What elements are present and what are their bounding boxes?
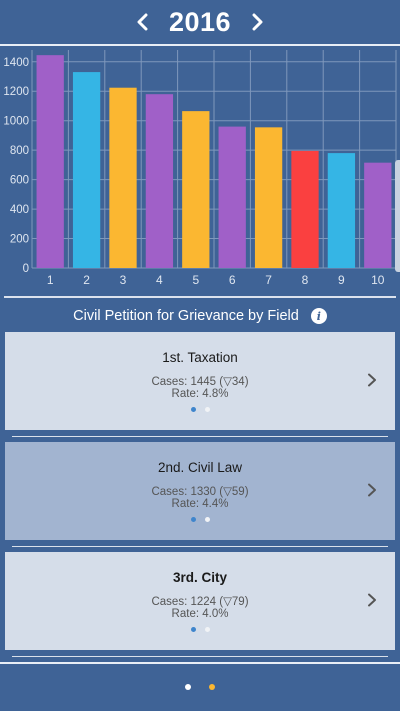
page-dot-active[interactable]	[190, 517, 196, 522]
header-divider	[0, 44, 400, 46]
year-selector: 2016	[0, 0, 400, 44]
card-rate: Rate: 4.0%	[171, 608, 229, 620]
x-tick-label: 10	[371, 273, 385, 287]
bar[interactable]	[364, 162, 392, 268]
card-cases: Cases: 1330 (▽59)	[151, 486, 249, 498]
x-tick-label: 8	[302, 273, 309, 287]
y-tick-label: 1200	[3, 86, 29, 98]
bar[interactable]	[36, 55, 64, 269]
x-tick-label: 4	[156, 273, 163, 287]
bar[interactable]	[145, 94, 174, 268]
x-tick-label: 6	[229, 273, 236, 287]
bar[interactable]	[218, 126, 246, 268]
section-header: Civil Petition for Grievance by Field i	[0, 302, 400, 330]
page-dot-1[interactable]	[185, 684, 191, 690]
bar[interactable]	[291, 150, 319, 268]
page-dot-active[interactable]	[190, 407, 196, 412]
page-dot[interactable]	[204, 407, 210, 412]
scroll-handle[interactable]	[395, 160, 400, 272]
card-page-dots	[5, 407, 395, 412]
ranking-card-2[interactable]: 2nd. Civil Law Cases: 1330 (▽59) Rate: 4…	[5, 442, 395, 540]
bar[interactable]	[72, 72, 101, 268]
card-cases: Cases: 1224 (▽79)	[151, 596, 249, 608]
card-page-dots	[5, 627, 395, 632]
x-tick-label: 9	[338, 273, 345, 287]
ranking-card-1[interactable]: 1st. Taxation Cases: 1445 (▽34) Rate: 4.…	[5, 332, 395, 430]
x-tick-label: 1	[47, 273, 54, 287]
card-divider	[12, 656, 388, 657]
chevron-right-icon	[368, 593, 376, 607]
page-dot[interactable]	[204, 517, 210, 522]
bar[interactable]	[327, 153, 356, 268]
card-divider	[12, 436, 388, 437]
card-rate: Rate: 4.4%	[171, 498, 229, 510]
year-label: 2016	[168, 6, 232, 37]
page-dot-active[interactable]	[190, 627, 196, 632]
section-title: Civil Petition for Grievance by Field	[73, 308, 299, 324]
card-rank: 1st. Taxation	[162, 350, 238, 365]
chevron-right-icon	[368, 373, 376, 387]
next-year-button[interactable]	[243, 8, 271, 36]
card-rank: 3rd. City	[172, 570, 227, 585]
bar[interactable]	[254, 127, 283, 268]
y-tick-label: 200	[10, 234, 29, 246]
y-tick-label: 800	[10, 145, 29, 157]
ranking-card-3[interactable]: 3rd. City Cases: 1224 (▽79) Rate: 4.0%	[5, 552, 395, 650]
y-tick-label: 600	[10, 175, 29, 187]
page-dot-2[interactable]	[209, 684, 215, 690]
card-page-dots	[5, 517, 395, 522]
y-tick-label: 0	[23, 263, 29, 275]
y-tick-label: 1000	[3, 116, 29, 128]
bar-chart[interactable]: 0 200 400 600 800 1000 1200 1400 1 2 3 4 5 6 7 8 9 10	[0, 46, 400, 290]
chart-divider	[4, 296, 396, 298]
prev-year-button[interactable]	[129, 8, 157, 36]
page-indicator	[0, 684, 400, 690]
y-tick-label: 1400	[3, 57, 29, 69]
y-tick-label: 400	[10, 204, 29, 216]
x-tick-label: 7	[265, 273, 272, 287]
x-tick-label: 3	[120, 273, 127, 287]
card-rank: 2nd. Civil Law	[157, 460, 243, 475]
bar[interactable]	[109, 87, 137, 269]
info-icon[interactable]: i	[310, 308, 327, 324]
bar[interactable]	[182, 111, 210, 268]
card-divider	[12, 546, 388, 547]
footer-divider	[0, 662, 400, 664]
card-rate: Rate: 4.8%	[171, 388, 229, 400]
x-tick-label: 5	[192, 273, 199, 287]
chevron-right-icon	[252, 13, 263, 31]
page-dot[interactable]	[204, 627, 210, 632]
chevron-right-icon	[368, 483, 376, 497]
chevron-left-icon	[137, 13, 148, 31]
card-cases: Cases: 1445 (▽34)	[151, 376, 249, 388]
x-tick-label: 2	[83, 273, 90, 287]
